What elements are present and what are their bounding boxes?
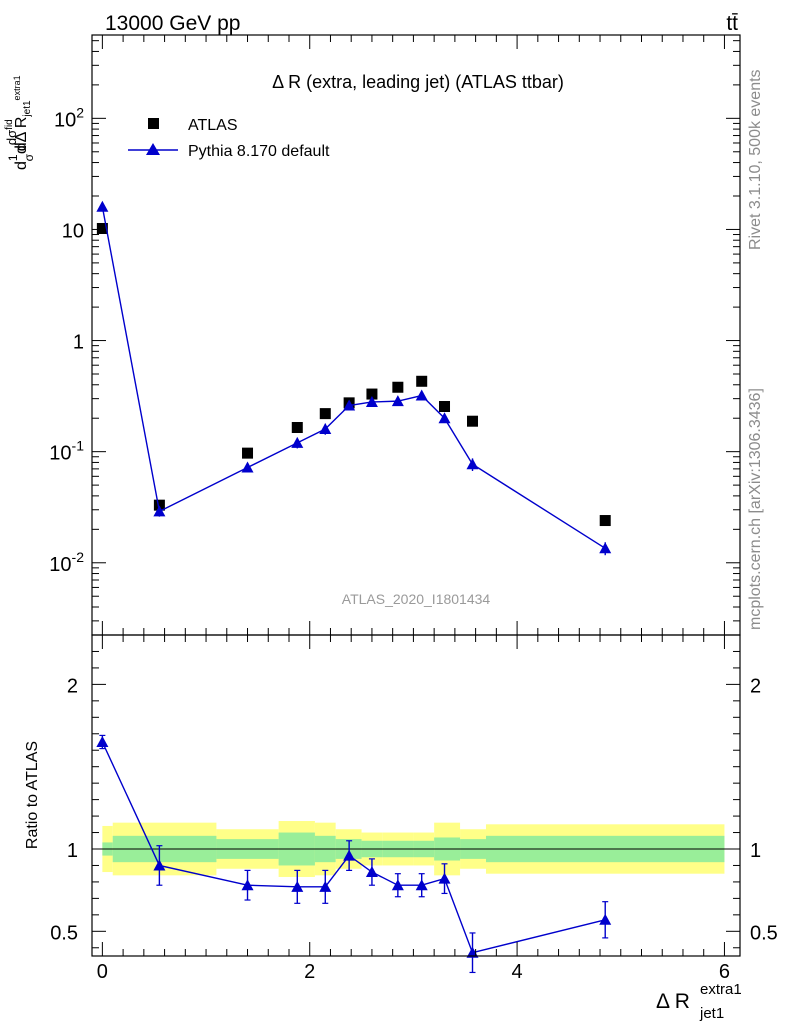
ratio-point — [291, 880, 304, 892]
atlas-point — [416, 375, 428, 387]
atlas-point — [96, 222, 108, 234]
legend-atlas-marker — [148, 118, 159, 129]
main-y-tick-label: 10-2 — [49, 549, 84, 576]
ratio-y-tick-label-right: 0.5 — [750, 922, 778, 944]
atlas-point — [599, 515, 611, 527]
ratio-y-tick-label-left: 1 — [67, 840, 78, 862]
atlas-point — [153, 499, 165, 511]
ratio-point — [343, 849, 356, 861]
ratio-point — [415, 879, 428, 891]
y-label-norm: d1 σddσfiddΔ Rjet1extra1 — [4, 75, 36, 170]
atlas-point — [242, 447, 254, 459]
legend: ATLAS Pythia 8.170 default — [128, 117, 330, 160]
x-axis-label: Δ R extra1 jet1 — [656, 981, 742, 1022]
ratio-point — [319, 880, 332, 892]
pythia-point — [438, 412, 451, 424]
chart-title: Δ R (extra, leading jet) (ATLAS ttbar) — [272, 72, 564, 92]
analysis-watermark: ATLAS_2020_I1801434 — [342, 591, 491, 607]
x-tick-label: 0 — [97, 961, 108, 983]
ratio-point — [153, 859, 166, 871]
pythia-point — [241, 461, 254, 473]
atlas-point — [392, 381, 404, 393]
main-panel: 10-2 10-1 1 10 102 Δ R (extra, leading jet) … — [4, 34, 741, 636]
ratio-line — [101, 741, 606, 954]
pythia-point — [415, 389, 428, 401]
pythia-point — [343, 399, 356, 411]
pythia-line — [101, 206, 606, 549]
atlas-point — [366, 388, 378, 400]
x-tick-label: 4 — [512, 961, 523, 983]
x-tick-label: 2 — [304, 961, 315, 983]
ratio-point — [391, 879, 404, 891]
legend-pythia-marker — [146, 143, 160, 155]
mcplots-source-label: mcplots.cern.ch [arXiv:1306.3436] — [747, 388, 764, 630]
ratio-point — [241, 879, 254, 891]
ratio-y-tick-label-left: 0.5 — [50, 922, 78, 944]
pythia-point — [391, 395, 404, 407]
ratio-y-axis-label: Ratio to ATLAS — [24, 741, 41, 849]
pythia-point — [466, 458, 479, 470]
main-y-tick-label: 1 — [73, 332, 84, 354]
ratio-point — [438, 872, 451, 884]
main-y-tick-label: 10 — [62, 220, 84, 242]
ratio-y-tick-label-left: 2 — [67, 675, 78, 697]
main-y-tick-label: 10-1 — [49, 438, 84, 465]
x-label-sub: jet1 — [699, 1005, 724, 1022]
x-label-sup: extra1 — [700, 981, 742, 998]
main-y-axis-label: d1 σddσfiddΔ Rjet1extra1 — [4, 75, 36, 170]
pythia-point — [365, 395, 378, 407]
legend-atlas-label: ATLAS — [188, 117, 238, 134]
header-process-label: tt̄ — [726, 12, 738, 35]
pythia-point — [319, 422, 332, 434]
ratio-point — [365, 866, 378, 878]
pythia-point — [291, 436, 304, 448]
header-energy-label: 13000 GeV pp — [105, 12, 240, 35]
pythia-point — [599, 542, 612, 554]
ratio-panel: 0 2 4 6 0.5 0.5 1 1 2 2 Ratio to ATLAS — [24, 634, 778, 983]
x-tick-label: 6 — [719, 961, 730, 983]
atlas-point — [319, 408, 331, 420]
main-y-tick-label: 102 — [54, 104, 84, 131]
x-label-main: Δ R — [656, 990, 690, 1013]
pythia-point — [153, 505, 166, 517]
ratio-frame — [91, 634, 741, 957]
legend-pythia-label: Pythia 8.170 default — [188, 143, 330, 160]
ratio-point — [599, 913, 612, 925]
atlas-point — [291, 422, 303, 434]
atlas-point — [439, 400, 451, 412]
ratio-y-tick-label-right: 1 — [750, 840, 761, 862]
atlas-point — [467, 415, 479, 427]
pythia-point — [96, 200, 109, 212]
ratio-point — [96, 736, 109, 747]
rivet-version-label: Rivet 3.1.10, 500k events — [747, 69, 764, 250]
ratio-y-tick-label-right: 2 — [750, 675, 761, 697]
